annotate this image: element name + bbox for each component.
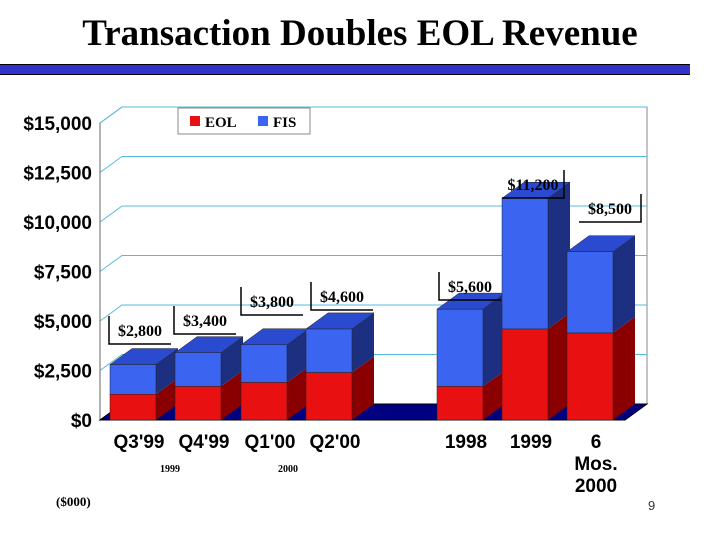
bar-eol <box>174 386 222 421</box>
total-label: $5,600 <box>448 279 492 296</box>
bar-side-fis <box>156 348 178 395</box>
bar-side-fis <box>352 312 374 373</box>
x-tick-label: Q2'00 <box>310 432 361 453</box>
slide-title: Transaction Doubles EOL Revenue <box>82 13 638 54</box>
total-label: $3,400 <box>183 313 227 330</box>
bar-eol <box>501 328 549 421</box>
units-note: ($000) <box>56 494 91 509</box>
bar-fis <box>566 251 614 334</box>
legend-label-fis: FIS <box>273 115 296 131</box>
bar-eol <box>436 386 484 421</box>
bar-eol <box>109 394 157 421</box>
total-label: $2,800 <box>118 323 162 340</box>
bar-fis <box>240 344 288 383</box>
bar-side-fis <box>287 328 309 383</box>
x-tick-label: 1999 <box>510 432 552 453</box>
label-bracket <box>108 316 171 345</box>
bar-fis <box>436 308 484 387</box>
bar-side-eol <box>287 366 309 420</box>
y-tick-label: $0 <box>71 411 92 432</box>
bar-side-eol <box>613 316 635 420</box>
x-tick-label: Q4'99 <box>179 432 230 453</box>
total-label: $4,600 <box>320 289 364 306</box>
bar-side-fis <box>548 182 570 329</box>
bar-top <box>109 348 179 365</box>
bar-side-eol <box>156 378 178 420</box>
legend-swatch-eol <box>190 116 200 126</box>
gridline <box>99 205 647 223</box>
gridline <box>99 106 647 124</box>
bar-eol <box>305 372 353 421</box>
y-tick-label: $12,500 <box>23 164 92 185</box>
x-tick-label: Q1'00 <box>245 432 296 453</box>
page-number: 9 <box>648 498 656 513</box>
y-tick-label: $15,000 <box>23 114 92 135</box>
bar-side-eol <box>221 370 243 420</box>
bar-top <box>566 235 636 252</box>
y-tick-label: $5,000 <box>34 312 92 333</box>
period-note-1999: 1999 <box>160 464 180 475</box>
y-tick-label: $2,500 <box>34 362 92 383</box>
bar-fis <box>109 364 157 395</box>
label-bracket <box>438 272 501 301</box>
label-bracket <box>502 170 565 199</box>
y-tick-label: $7,500 <box>34 263 92 284</box>
title-rule <box>0 64 690 75</box>
total-label: $3,800 <box>250 294 294 311</box>
gridline <box>99 255 647 272</box>
bar-fis <box>305 328 353 373</box>
bar-side-eol <box>548 312 570 420</box>
bar-fis <box>501 197 549 330</box>
legend-swatch-fis <box>258 116 268 126</box>
bar-side-eol <box>483 370 505 420</box>
bar-side-fis <box>613 235 635 333</box>
legend-label-eol: EOL <box>205 115 237 131</box>
x-tick-label: 6 Mos. 2000 <box>574 432 617 497</box>
gridline <box>99 156 647 173</box>
label-bracket <box>310 282 373 311</box>
bar-top <box>305 312 375 330</box>
bar-eol <box>240 382 288 421</box>
y-tick-label: $10,000 <box>23 213 92 234</box>
label-bracket <box>240 287 303 316</box>
bar-side-eol <box>352 356 374 420</box>
total-label: $11,200 <box>507 177 558 194</box>
bar-top <box>174 336 244 353</box>
stacked-bar-chart: $0 $2,500 $5,000 $7,500 $10,000 $12,500 $15,00… <box>23 106 649 497</box>
period-note-2000: 2000 <box>278 464 298 475</box>
label-bracket <box>173 306 236 335</box>
total-label: $8,500 <box>588 201 632 218</box>
bar-eol <box>566 332 614 421</box>
x-tick-label: 1998 <box>445 432 487 453</box>
bar-side-fis <box>483 293 505 387</box>
label-bracket <box>579 194 642 223</box>
bar-side-fis <box>221 336 243 387</box>
bar-fis <box>174 352 222 387</box>
x-tick-label: Q3'99 <box>114 432 165 453</box>
